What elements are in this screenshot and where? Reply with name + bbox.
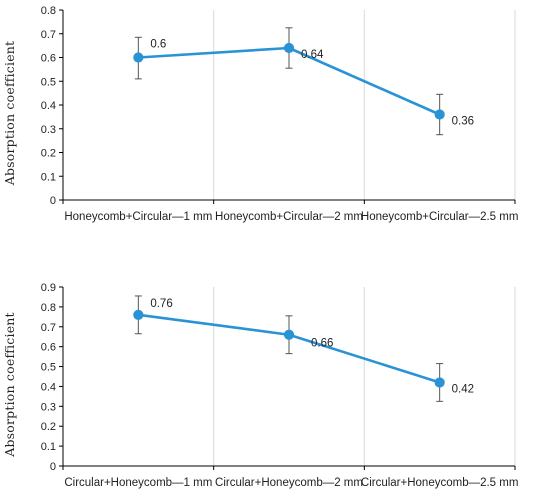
y-tick-label: 0.1 — [41, 441, 56, 453]
x-tick-label: Circular+Honeycomb—1 mm — [64, 477, 212, 489]
data-label: 0.42 — [452, 383, 474, 395]
y-tick-label: 0.4 — [41, 100, 56, 112]
data-point — [283, 329, 295, 340]
data-point — [283, 42, 295, 54]
y-tick-label: 0.2 — [41, 421, 56, 433]
data-label: 0.36 — [452, 116, 474, 128]
chart-1: 0 0.1 0.2 0.3 0.4 0.5 0.6 0.7 0.8 Honeycomb+Circu… — [2, 5, 518, 223]
data-label: 0.64 — [301, 49, 324, 61]
data-label: 0.76 — [150, 298, 172, 310]
x-tick-label: Honeycomb+Circular—2 mm — [215, 211, 363, 223]
y-axis-title: Absorption coefficient — [2, 312, 17, 458]
y-tick-label: 0.1 — [41, 171, 56, 183]
x-tick-label: Honeycomb+Circular—2.5 mm — [361, 211, 519, 223]
y-tick-label: 0.3 — [41, 401, 56, 413]
y-tick-label: 0.4 — [41, 381, 56, 393]
data-label: 0.6 — [150, 39, 166, 51]
y-tick-label: 0.5 — [41, 76, 56, 88]
y-tick-label: 0.5 — [41, 362, 56, 374]
y-tick-label: 0.2 — [41, 148, 56, 160]
y-tick-label: 0.3 — [41, 124, 56, 136]
data-label: 0.66 — [311, 338, 333, 350]
y-tick-label: 0 — [50, 461, 56, 473]
data-point — [133, 52, 144, 63]
y-tick-label: 0.7 — [41, 322, 56, 334]
x-tick-label: Honeycomb+Circular—1 mm — [64, 211, 212, 223]
data-point — [434, 109, 445, 120]
x-tick-label: Circular+Honeycomb—2.5 mm — [361, 477, 519, 489]
y-tick-label: 0.8 — [41, 302, 56, 314]
y-tick-label: 0.9 — [41, 282, 56, 294]
y-axis-title: Absorption coefficient — [2, 41, 17, 187]
chart-2: 0 0.1 0.2 0.3 0.4 0.5 0.6 0.7 0.8 0.9 Circular+Hon… — [2, 282, 518, 489]
data-point — [434, 377, 445, 388]
y-tick-label: 0.8 — [41, 5, 56, 17]
y-tick-label: 0.7 — [41, 29, 56, 41]
x-tick-label: Circular+Honeycomb—2 mm — [215, 477, 363, 489]
y-tick-label: 0 — [50, 195, 56, 207]
data-point — [133, 309, 144, 320]
y-tick-label: 0.6 — [41, 53, 56, 65]
y-tick-label: 0.6 — [41, 342, 56, 354]
